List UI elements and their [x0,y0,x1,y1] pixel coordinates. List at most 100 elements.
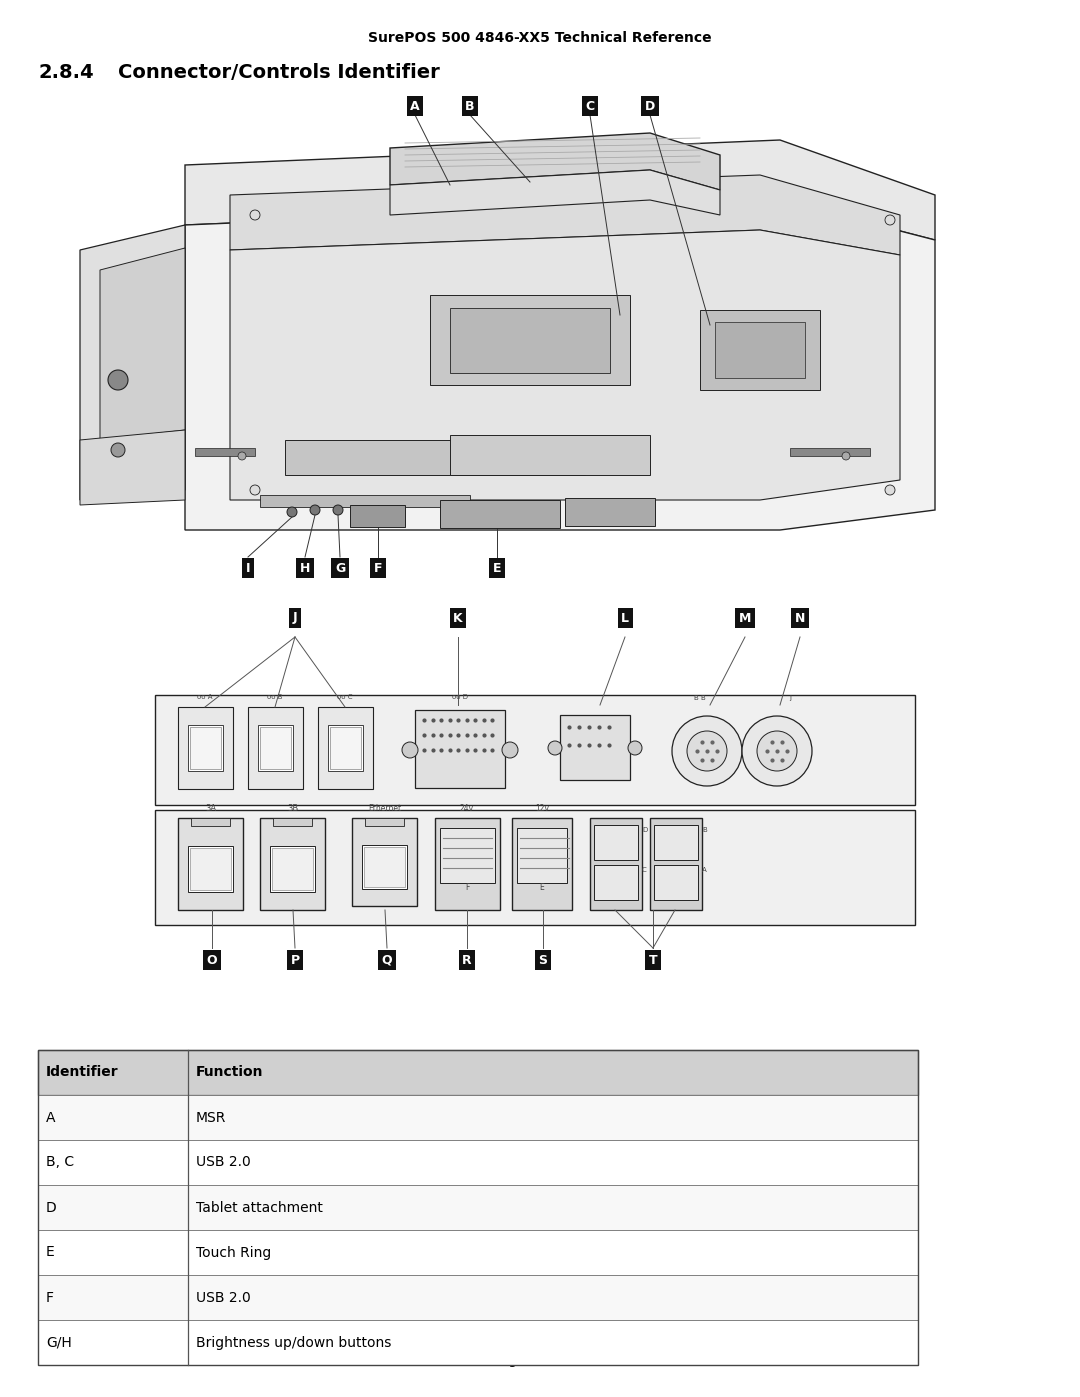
Text: G/H: G/H [46,1336,71,1350]
Bar [594,865,638,900]
Text: SurePOS 500 4846-XX5 Technical Reference: SurePOS 500 4846-XX5 Technical Reference [368,31,712,45]
Bar [364,847,405,887]
Polygon shape [185,200,935,529]
Bar [259,728,292,768]
Bar [178,707,233,789]
Text: D: D [645,99,656,113]
Text: Page 13 of 63: Page 13 of 63 [492,1354,588,1368]
Text: Ethernet: Ethernet [368,805,402,813]
Text: 24v: 24v [460,805,474,813]
Bar [430,295,630,386]
Bar [715,321,805,379]
Circle shape [502,742,518,759]
Bar [258,725,294,771]
Bar [273,819,312,826]
Text: E: E [492,562,501,574]
Text: USB 2.0: USB 2.0 [195,1291,251,1305]
Text: P: P [291,954,299,967]
Text: M: M [739,612,752,624]
Polygon shape [185,140,935,240]
Text: Function: Function [195,1066,264,1080]
Circle shape [885,485,895,495]
Text: F: F [46,1291,54,1305]
Text: A: A [410,99,420,113]
Bar [650,819,702,909]
Bar [38,1140,918,1185]
Bar [789,448,870,455]
Circle shape [672,717,742,787]
Text: T: T [649,954,658,967]
Text: Q: Q [381,954,392,967]
Text: B: B [702,827,706,833]
Bar [38,1275,918,1320]
Bar [38,1229,918,1275]
Text: B: B [465,99,475,113]
Text: A: A [46,1111,55,1125]
Bar [156,810,915,925]
Text: USB 2.0: USB 2.0 [195,1155,251,1169]
Bar [191,819,230,826]
Text: A: A [702,868,706,873]
Bar [435,819,500,909]
Bar [270,847,315,893]
Bar [700,310,820,390]
Text: 12v: 12v [535,805,549,813]
Polygon shape [230,175,900,256]
Text: E: E [540,883,544,893]
Text: MSR: MSR [195,1111,227,1125]
Text: Brightness up/down buttons: Brightness up/down buttons [195,1336,391,1350]
Text: R: R [462,954,472,967]
Bar [38,1185,918,1229]
Bar [561,715,630,780]
Bar [195,448,255,455]
Bar [512,819,572,909]
Text: C: C [585,99,595,113]
Polygon shape [390,133,720,190]
Circle shape [333,504,343,515]
Bar [594,826,638,861]
Text: H: H [300,562,310,574]
Bar [188,725,224,771]
Text: S: S [539,954,548,967]
Bar [362,845,407,888]
Bar [450,434,650,475]
Circle shape [627,740,642,754]
Bar [365,819,404,826]
Text: K: K [454,612,463,624]
Polygon shape [100,249,185,440]
Text: J: J [293,612,297,624]
Bar [318,707,373,789]
Bar [190,728,221,768]
Circle shape [249,485,260,495]
Text: Touch Ring: Touch Ring [195,1246,271,1260]
Circle shape [742,717,812,787]
Text: Tablet attachment: Tablet attachment [195,1200,323,1214]
Text: E: E [46,1246,55,1260]
Circle shape [402,742,418,759]
Bar [440,500,561,528]
Text: B, C: B, C [46,1155,75,1169]
Bar [517,828,567,883]
Polygon shape [390,170,720,215]
Circle shape [842,453,850,460]
Bar [654,826,698,861]
Bar [440,828,495,883]
Text: oo C: oo C [337,694,353,700]
Text: 2.8.4: 2.8.4 [38,63,94,81]
Bar [38,1051,918,1365]
Bar [415,710,505,788]
Text: N: N [795,612,806,624]
Text: G: G [335,562,346,574]
Bar [590,819,642,909]
Bar [450,307,610,373]
Bar [654,865,698,900]
Polygon shape [80,430,185,504]
Bar [178,819,243,909]
Text: oo B: oo B [267,694,283,700]
Text: F: F [464,883,469,893]
Bar [329,728,362,768]
Text: oo D: oo D [453,694,468,700]
Bar [38,1051,918,1095]
Circle shape [108,370,129,390]
Text: D: D [642,827,647,833]
